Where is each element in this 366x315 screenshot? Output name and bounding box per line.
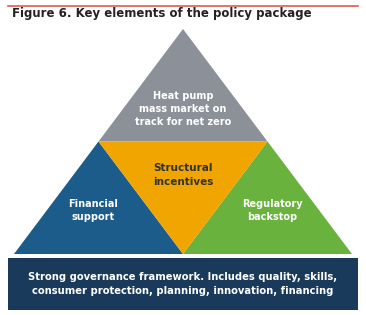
Text: Financial
support: Financial support <box>68 199 119 222</box>
Text: Regulatory
backstop: Regulatory backstop <box>242 199 303 222</box>
Polygon shape <box>14 141 183 254</box>
Text: Strong governance framework. Includes quality, skills,
consumer protection, plan: Strong governance framework. Includes qu… <box>29 272 337 296</box>
FancyBboxPatch shape <box>8 258 358 310</box>
Text: Figure 6. Key elements of the policy package: Figure 6. Key elements of the policy pac… <box>12 7 311 20</box>
Text: Structural
incentives: Structural incentives <box>153 163 213 186</box>
Polygon shape <box>98 29 268 141</box>
Polygon shape <box>183 141 352 254</box>
Text: Heat pump
mass market on
track for net zero: Heat pump mass market on track for net z… <box>135 91 231 127</box>
Polygon shape <box>98 141 268 254</box>
